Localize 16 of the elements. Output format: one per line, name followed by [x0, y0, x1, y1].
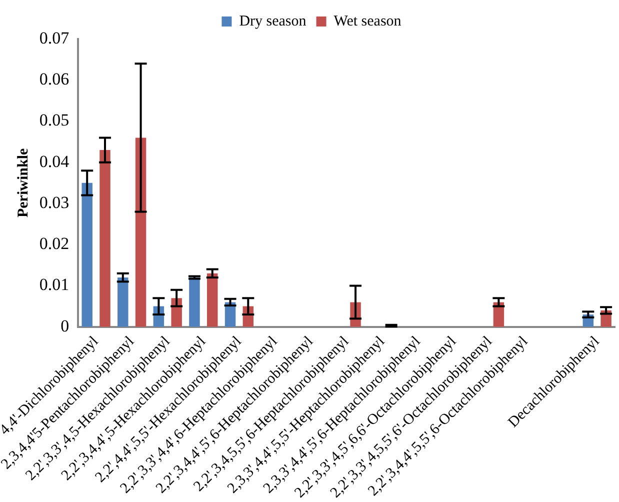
legend-label: Dry season [239, 13, 307, 30]
y-tick-label: 0.06 [39, 70, 70, 89]
y-tick-label: 0.07 [39, 28, 70, 48]
y-tick-label: 0 [60, 316, 70, 336]
y-tick-label: 0.04 [39, 152, 70, 171]
legend-label: Wet season [334, 13, 402, 30]
bar [82, 182, 92, 327]
bar [100, 150, 110, 327]
bar [189, 278, 200, 327]
y-tick-label: 0.02 [39, 234, 70, 254]
y-tick-label: 0.03 [39, 192, 70, 212]
y-axis-title: Periwinkle [15, 148, 32, 218]
y-tick-label: 0.01 [39, 275, 70, 294]
bar [118, 278, 128, 327]
bar [206, 273, 218, 327]
y-tick-label: 0.05 [39, 110, 70, 130]
